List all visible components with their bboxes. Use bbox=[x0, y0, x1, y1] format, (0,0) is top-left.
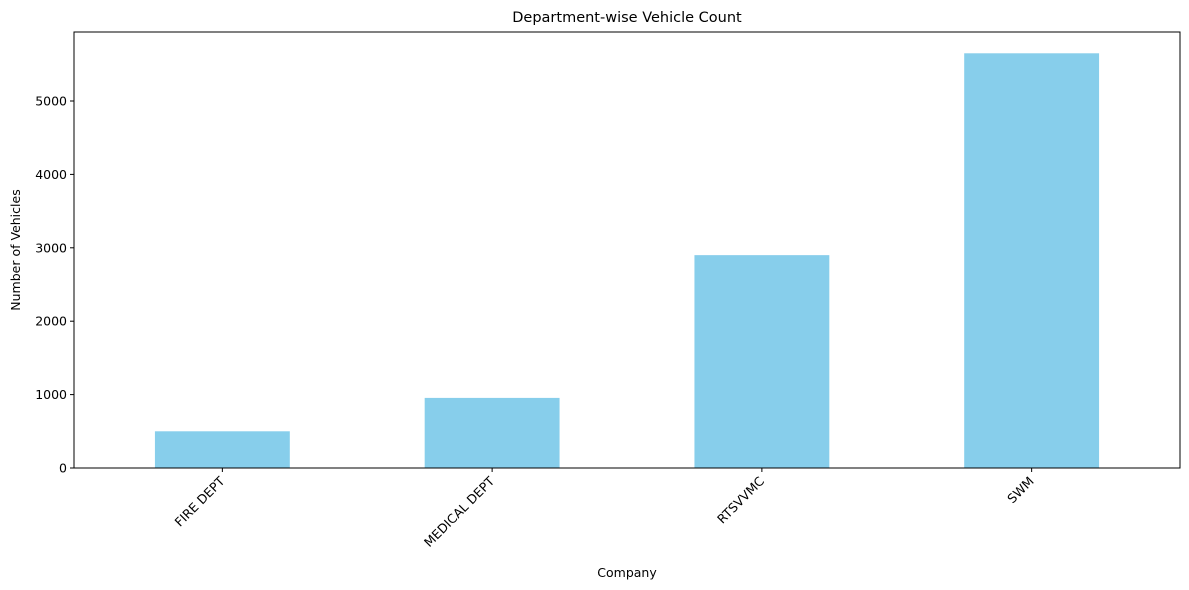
y-axis-label: Number of Vehicles bbox=[8, 189, 23, 310]
x-tick-label: SWM bbox=[1004, 474, 1037, 507]
y-tick-label: 0 bbox=[59, 461, 67, 476]
chart-title: Department-wise Vehicle Count bbox=[512, 10, 742, 26]
bar-medical-dept bbox=[424, 397, 560, 468]
x-axis-label: Company bbox=[597, 565, 657, 580]
bar-swm bbox=[964, 53, 1100, 468]
x-tick-label: MEDICAL DEPT bbox=[421, 473, 498, 550]
y-tick-label: 4000 bbox=[35, 167, 67, 182]
x-tick-label: FIRE DEPT bbox=[172, 473, 228, 529]
bars-layer bbox=[154, 53, 1100, 468]
y-tick-label: 5000 bbox=[35, 93, 67, 108]
y-axis-ticks: 0 1000 2000 3000 4000 5000 bbox=[35, 93, 74, 476]
bar-fire-dept bbox=[154, 431, 290, 468]
y-tick-label: 2000 bbox=[35, 314, 67, 329]
bar-rtsvvmc bbox=[694, 255, 830, 468]
x-tick-label: RTSVVMC bbox=[714, 473, 767, 526]
x-axis-ticks: FIRE DEPT MEDICAL DEPT RTSVVMC SWM bbox=[172, 468, 1037, 550]
plot-frame bbox=[73, 31, 1181, 469]
y-tick-label: 3000 bbox=[35, 240, 67, 255]
y-tick-label: 1000 bbox=[35, 387, 67, 402]
